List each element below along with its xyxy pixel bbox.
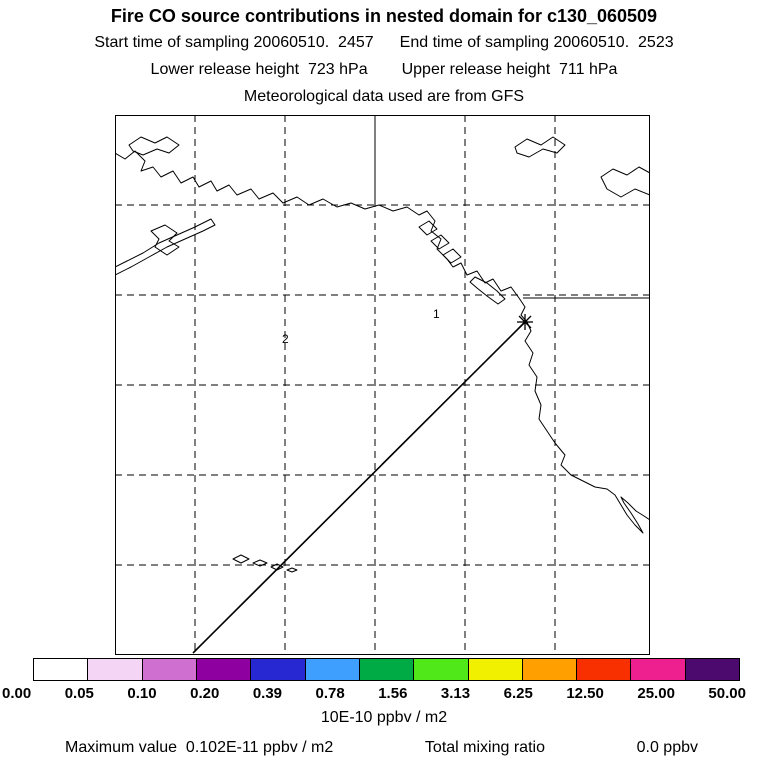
colorbar-tick-label: 6.25: [503, 685, 533, 702]
colorbar-tick-label: 0.05: [64, 685, 94, 702]
colorbar-tick-label: 1.56: [378, 685, 408, 702]
colorbar-tick-label: 50.00: [708, 685, 746, 702]
hawaii-island-path: [270, 563, 284, 571]
political-borders: [374, 115, 650, 299]
trajectory-line: [192, 321, 526, 654]
alaska-northwest-coast-path: [128, 136, 180, 156]
met-data-text: Meteorological data used are from GFS: [243, 88, 525, 105]
map-region-label-2: 2: [282, 332, 289, 346]
hawaii-island-path: [252, 559, 268, 567]
colorbar-segment: [196, 659, 252, 680]
lower-release-text: Lower release height 723 hPa: [150, 61, 368, 78]
mainland-coastline-path: [114, 150, 651, 534]
start-time-text: Start time of sampling 20060510. 2457: [94, 34, 374, 51]
colorbar-tick-label: 3.13: [440, 685, 471, 702]
coastlines: [114, 136, 651, 573]
met-data-line: Meteorological data used are from GFS: [0, 88, 768, 106]
map-panel: 1 2: [114, 115, 651, 655]
colorbar-segment: [577, 659, 632, 680]
colorbar-segment: [34, 659, 89, 680]
map-border: [115, 115, 650, 655]
plot-title: Fire CO source contributions in nested d…: [110, 6, 658, 26]
colorbar: [33, 658, 740, 681]
map-region-label-1: 1: [433, 307, 440, 321]
kodiak-island-path: [150, 224, 180, 256]
hawaii-island-path: [232, 554, 250, 564]
northern-lake-path: [514, 136, 566, 158]
colorbar-ticks: 0.00 0.05 0.10 0.20 0.39 0.78 1.56 3.13 6.25 12.5…: [2, 685, 746, 702]
colorbar-segment: [142, 659, 197, 680]
colorbar-tick-label: 0.00: [2, 685, 32, 702]
total-mixing-ratio-label: Total mixing ratio: [424, 739, 545, 756]
colorbar-tick-label: 25.00: [637, 685, 675, 702]
colorbar-units-label: 10E-10 ppbv / m2: [320, 709, 448, 726]
se-alaska-island-path: [418, 220, 438, 236]
map-gridlines: [115, 115, 650, 655]
colorbar-segment: [468, 659, 523, 680]
receptor-star-marker: [517, 314, 533, 330]
colorbar-segment: [88, 659, 143, 680]
footer-stats-line: Maximum value 0.102E-11 ppbv / m2 Total …: [0, 739, 768, 757]
release-height-line: Lower release height 723 hPa Upper relea…: [0, 61, 768, 79]
northeast-coast-path: [600, 166, 651, 198]
map-svg: 1 2: [114, 115, 651, 655]
colorbar-segment: [414, 659, 469, 680]
se-alaska-island-path: [442, 248, 462, 264]
colorbar-tick-label: 0.10: [127, 685, 157, 702]
colorbar-tick-label: 0.78: [315, 685, 345, 702]
total-mixing-ratio-value: 0.0 ppbv: [636, 739, 698, 756]
colorbar-tick-label: 0.20: [190, 685, 220, 702]
hawaii-island-path: [286, 567, 298, 573]
colorbar-segment: [522, 659, 578, 680]
vancouver-island-path: [469, 276, 506, 305]
end-time-text: End time of sampling 20060510. 2523: [399, 34, 674, 51]
colorbar-tick-label: 0.39: [252, 685, 283, 702]
alaska-peninsula-path: [114, 218, 216, 276]
colorbar-segment: [631, 659, 686, 680]
upper-release-text: Upper release height 711 hPa: [401, 61, 618, 78]
colorbar-segment: [305, 659, 360, 680]
colorbar-segment: [359, 659, 415, 680]
colorbar-tick-label: 12.50: [566, 685, 604, 702]
sampling-time-line: Start time of sampling 20060510. 2457 En…: [0, 34, 768, 52]
maximum-value-text: Maximum value 0.102E-11 ppbv / m2: [65, 739, 334, 756]
colorbar-segment: [685, 659, 740, 680]
colorbar-segment: [251, 659, 306, 680]
se-alaska-island-path: [430, 234, 450, 250]
